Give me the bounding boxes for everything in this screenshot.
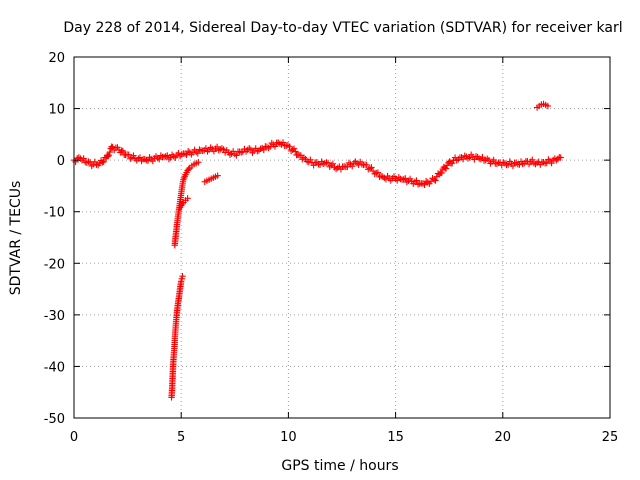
- data-point: [125, 151, 132, 158]
- y-tick-label: -50: [44, 412, 65, 427]
- data-point: [292, 148, 299, 155]
- data-point: [213, 143, 221, 151]
- data-point: [459, 155, 467, 163]
- data-point: [413, 177, 420, 184]
- data-point: [432, 177, 439, 184]
- x-tick-label: 15: [387, 430, 404, 445]
- x-tick-label: 0: [70, 430, 78, 445]
- data-point: [529, 156, 536, 163]
- data-point: [105, 152, 113, 159]
- data-point: [544, 102, 552, 110]
- data-point: [184, 195, 191, 202]
- data-point: [490, 156, 497, 164]
- data-point: [329, 160, 337, 167]
- y-tick-label: 0: [57, 154, 65, 169]
- data-point: [353, 160, 361, 167]
- data-point: [290, 145, 298, 152]
- data-point: [164, 152, 171, 159]
- data-point: [80, 155, 87, 162]
- data-point: [344, 163, 351, 171]
- chart-title: Day 228 of 2014, Sidereal Day-to-day VTE…: [63, 20, 622, 36]
- data-point: [324, 159, 332, 167]
- data-point: [233, 152, 240, 159]
- data-point: [371, 170, 378, 178]
- axis-layer: 0 5 10 15 20 25 -50 -40 -30 -20 -10 0 10 20: [44, 51, 619, 445]
- data-point: [368, 164, 375, 171]
- data-point: [156, 155, 163, 163]
- data-point: [119, 147, 127, 155]
- data-point: [442, 165, 450, 172]
- data-point: [421, 181, 428, 189]
- y-tick-label: -40: [44, 360, 65, 375]
- data-point: [283, 142, 290, 149]
- data-point: [108, 143, 115, 150]
- data-point: [106, 148, 114, 156]
- data-point: [88, 162, 95, 170]
- data-point: [99, 159, 106, 166]
- plot-frame: [73, 56, 611, 419]
- data-point: [548, 159, 555, 167]
- data-point: [363, 161, 370, 169]
- data-point: [104, 153, 112, 160]
- data-point: [179, 200, 186, 208]
- data-point: [374, 169, 382, 176]
- data-point: [279, 139, 287, 146]
- data-point: [220, 146, 227, 153]
- data-point: [185, 165, 192, 173]
- y-axis-label: SDTVAR / TECUs: [8, 181, 24, 296]
- data-point: [297, 152, 304, 159]
- data-point: [260, 146, 267, 154]
- data-point: [195, 159, 202, 166]
- data-point: [402, 175, 409, 182]
- data-point: [271, 143, 279, 150]
- data-point: [214, 172, 221, 179]
- data-point: [316, 161, 324, 169]
- data-point: [554, 155, 562, 163]
- data-point: [449, 159, 456, 167]
- data-point: [179, 272, 186, 280]
- data-point: [194, 150, 202, 157]
- x-tick-label: 10: [280, 430, 297, 445]
- grid-layer: [74, 57, 610, 418]
- y-tick-label: 20: [48, 51, 65, 66]
- data-point: [479, 153, 486, 161]
- data-point: [286, 143, 293, 150]
- y-tick-label: -30: [44, 309, 65, 324]
- y-tick-label: -20: [44, 257, 65, 272]
- data-point: [136, 154, 144, 161]
- y-tick-label: -10: [44, 206, 65, 221]
- data-point: [334, 164, 341, 172]
- y-tick-label: 10: [48, 103, 65, 118]
- data-point: [438, 169, 445, 177]
- x-tick-label: 5: [177, 430, 185, 445]
- x-tick-label: 20: [495, 430, 512, 445]
- x-tick-label: 25: [602, 430, 619, 445]
- data-point: [100, 158, 107, 165]
- data-point: [93, 161, 100, 168]
- points-layer: [70, 100, 564, 401]
- data-point: [557, 154, 564, 161]
- data-point: [238, 149, 245, 156]
- data-point: [553, 156, 560, 164]
- x-axis-label: GPS time / hours: [281, 458, 398, 474]
